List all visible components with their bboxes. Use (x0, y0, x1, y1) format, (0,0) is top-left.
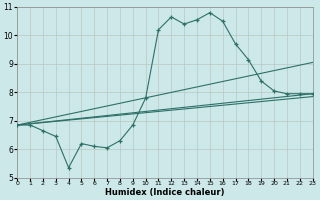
X-axis label: Humidex (Indice chaleur): Humidex (Indice chaleur) (105, 188, 225, 197)
